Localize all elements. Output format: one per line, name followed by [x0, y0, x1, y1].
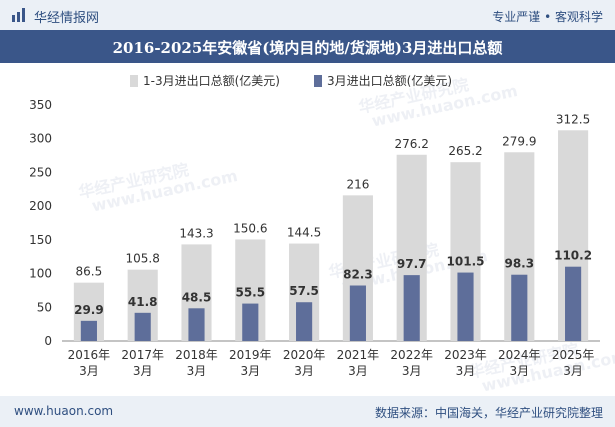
- bar-march: [511, 274, 528, 341]
- y-tick-label: 350: [29, 98, 52, 112]
- bar-march: [296, 302, 313, 341]
- y-tick-label: 100: [29, 267, 52, 281]
- legend-label: 1-3月进出口总额(亿美元): [143, 73, 280, 88]
- data-label-march: 101.5: [447, 255, 485, 269]
- data-label-march: 48.5: [182, 290, 212, 304]
- y-tick-label: 0: [44, 334, 52, 348]
- data-label-march: 97.7: [397, 257, 427, 271]
- x-tick-label: 2018年 3月: [175, 348, 218, 378]
- x-tick-label: 2021年 3月: [337, 348, 380, 378]
- y-tick-label: 150: [29, 233, 52, 247]
- brand-logo-icon: [12, 8, 25, 22]
- bar-march: [242, 303, 259, 341]
- data-label-total: 276.2: [395, 137, 429, 151]
- legend-swatch: [314, 75, 322, 87]
- data-label-march: 41.8: [128, 295, 158, 309]
- chart-data-labels: 86.5 29.9 105.8 41.8 143.3 48.5 150.6 55.5 144.5…: [74, 112, 592, 317]
- footer-bar: www.huaon.com 数据来源：中国海关，华经产业研究院整理: [0, 396, 615, 427]
- data-label-march: 55.5: [235, 286, 265, 300]
- x-tick-label: 2016年 3月: [68, 348, 111, 378]
- data-label-total: 312.5: [556, 112, 590, 126]
- title-bar: 2016-2025年安徽省(境内目的地/货源地)3月进出口总额: [0, 30, 615, 63]
- legend-swatch: [130, 75, 138, 87]
- data-label-march: 29.9: [74, 303, 104, 317]
- legend-label: 3月进出口总额(亿美元): [327, 73, 452, 88]
- bar-march: [134, 312, 151, 341]
- bar-march: [80, 320, 97, 341]
- data-label-total: 143.3: [179, 226, 213, 240]
- x-tick-label: 2020年 3月: [283, 348, 326, 378]
- bar-march: [349, 285, 366, 341]
- x-tick-label: 2022年 3月: [390, 348, 433, 378]
- data-label-total: 86.5: [76, 265, 103, 279]
- tagline: 专业严谨 • 客观科学: [492, 10, 603, 24]
- legend: 1-3月进出口总额(亿美元) 3月进出口总额(亿美元): [130, 73, 452, 88]
- chart-bars: [73, 130, 589, 341]
- data-label-march: 98.3: [504, 257, 534, 271]
- data-label-total: 144.5: [287, 226, 321, 240]
- x-tick-label: 2019年 3月: [229, 348, 272, 378]
- x-tick-label: 2017年 3月: [121, 348, 164, 378]
- footer-website: www.huaon.com: [14, 404, 114, 418]
- data-label-march: 82.3: [343, 268, 373, 282]
- y-tick-label: 250: [29, 165, 52, 179]
- bar-march: [188, 308, 205, 341]
- brand-name: 华经情报网: [34, 11, 100, 26]
- data-label-total: 265.2: [448, 144, 482, 158]
- y-tick-label: 50: [37, 300, 52, 314]
- header-bar: 华经情报网 专业严谨 • 客观科学: [0, 0, 615, 30]
- chart-axes: 0 50 100 150 200 250 300 350 2016年 3月 2017年 3月 2018年…: [29, 98, 600, 378]
- y-tick-label: 200: [29, 199, 52, 213]
- data-label-march: 57.5: [289, 284, 319, 298]
- data-label-total: 216: [346, 177, 369, 191]
- bar-march: [457, 272, 474, 341]
- bar-march: [403, 275, 420, 341]
- data-label-total: 150.6: [233, 221, 267, 235]
- x-tick-label: 2025年 3月: [552, 348, 595, 378]
- bar-chart: 华经产业研究院www.huaon.com华经产业研究院www.huaon.com…: [29, 73, 615, 395]
- data-label-march: 110.2: [554, 249, 592, 263]
- data-label-total: 279.9: [502, 134, 536, 148]
- y-tick-label: 300: [29, 132, 52, 146]
- bar-march: [565, 266, 582, 341]
- data-source: 数据来源：中国海关，华经产业研究院整理: [374, 406, 603, 420]
- data-label-total: 105.8: [126, 252, 160, 266]
- x-tick-label: 2023年 3月: [444, 348, 487, 378]
- chart-title: 2016-2025年安徽省(境内目的地/货源地)3月进出口总额: [112, 39, 503, 57]
- x-tick-label: 2024年 3月: [498, 348, 541, 378]
